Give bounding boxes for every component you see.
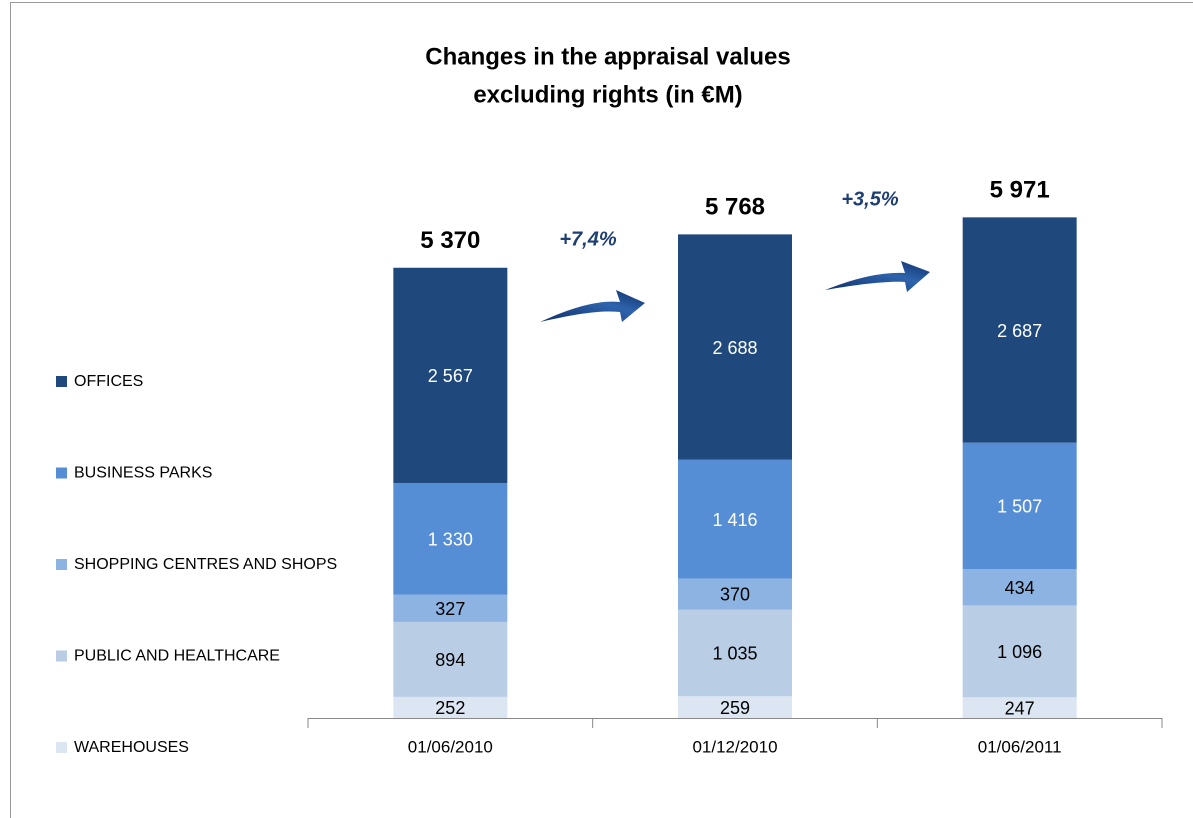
growth-arrow — [540, 290, 645, 322]
data-label: 259 — [720, 698, 750, 718]
bar-segment — [962, 605, 1077, 698]
bar-segment — [393, 621, 508, 697]
data-label: 247 — [1005, 698, 1035, 718]
total-label: 5 768 — [705, 194, 765, 221]
x-tick-label: 01/12/2010 — [692, 737, 777, 756]
bar-segment — [393, 594, 508, 622]
legend-swatch — [56, 467, 67, 479]
x-tick-label: 01/06/2010 — [408, 737, 493, 756]
legend-label: WAREHOUSES — [74, 739, 189, 756]
data-label: 1 035 — [712, 644, 757, 664]
total-label: 5 971 — [990, 177, 1050, 204]
bar-segment — [962, 569, 1077, 606]
bar-segment — [678, 696, 792, 718]
total-label: 5 370 — [420, 227, 480, 254]
legend-swatch — [56, 559, 67, 570]
bar-segment — [393, 482, 508, 595]
data-label: 2 687 — [997, 321, 1042, 341]
data-label: 894 — [435, 650, 465, 670]
bar-segment — [962, 697, 1077, 718]
legend-swatch — [56, 650, 67, 662]
chart-title: excluding rights (in €M) — [473, 81, 742, 108]
legend-label: PUBLIC AND HEALTHCARE — [74, 648, 280, 665]
legend-swatch — [56, 376, 67, 387]
legend-label: SHOPPING CENTRES AND SHOPS — [74, 556, 337, 573]
data-label: 1 416 — [712, 510, 757, 530]
growth-arrow — [825, 261, 930, 292]
chart-title: Changes in the appraisal values — [425, 43, 790, 70]
legend-swatch — [56, 742, 67, 753]
growth-annotation: +7,4% — [559, 228, 616, 250]
legend-label: BUSINESS PARKS — [74, 465, 212, 482]
bar-segment — [678, 234, 792, 460]
bar-segment — [678, 609, 792, 697]
data-label: 1 096 — [997, 642, 1042, 662]
bar-segment — [962, 217, 1077, 443]
bar-segment — [962, 442, 1077, 570]
data-label: 434 — [1005, 578, 1035, 598]
data-label: 1 507 — [997, 497, 1042, 517]
legend-label: OFFICES — [74, 373, 143, 390]
bar-segment — [393, 267, 508, 483]
data-label: 2 567 — [428, 366, 473, 386]
bar-segment — [678, 578, 792, 610]
growth-annotation: +3,5% — [841, 188, 898, 210]
data-label: 327 — [435, 599, 465, 619]
bar-segment — [678, 459, 792, 579]
data-label: 2 688 — [712, 338, 757, 358]
bar-segment — [393, 696, 508, 718]
x-tick-label: 01/06/2011 — [978, 737, 1062, 756]
data-label: 252 — [435, 698, 465, 718]
data-label: 1 330 — [428, 529, 473, 549]
data-label: 370 — [720, 585, 750, 605]
